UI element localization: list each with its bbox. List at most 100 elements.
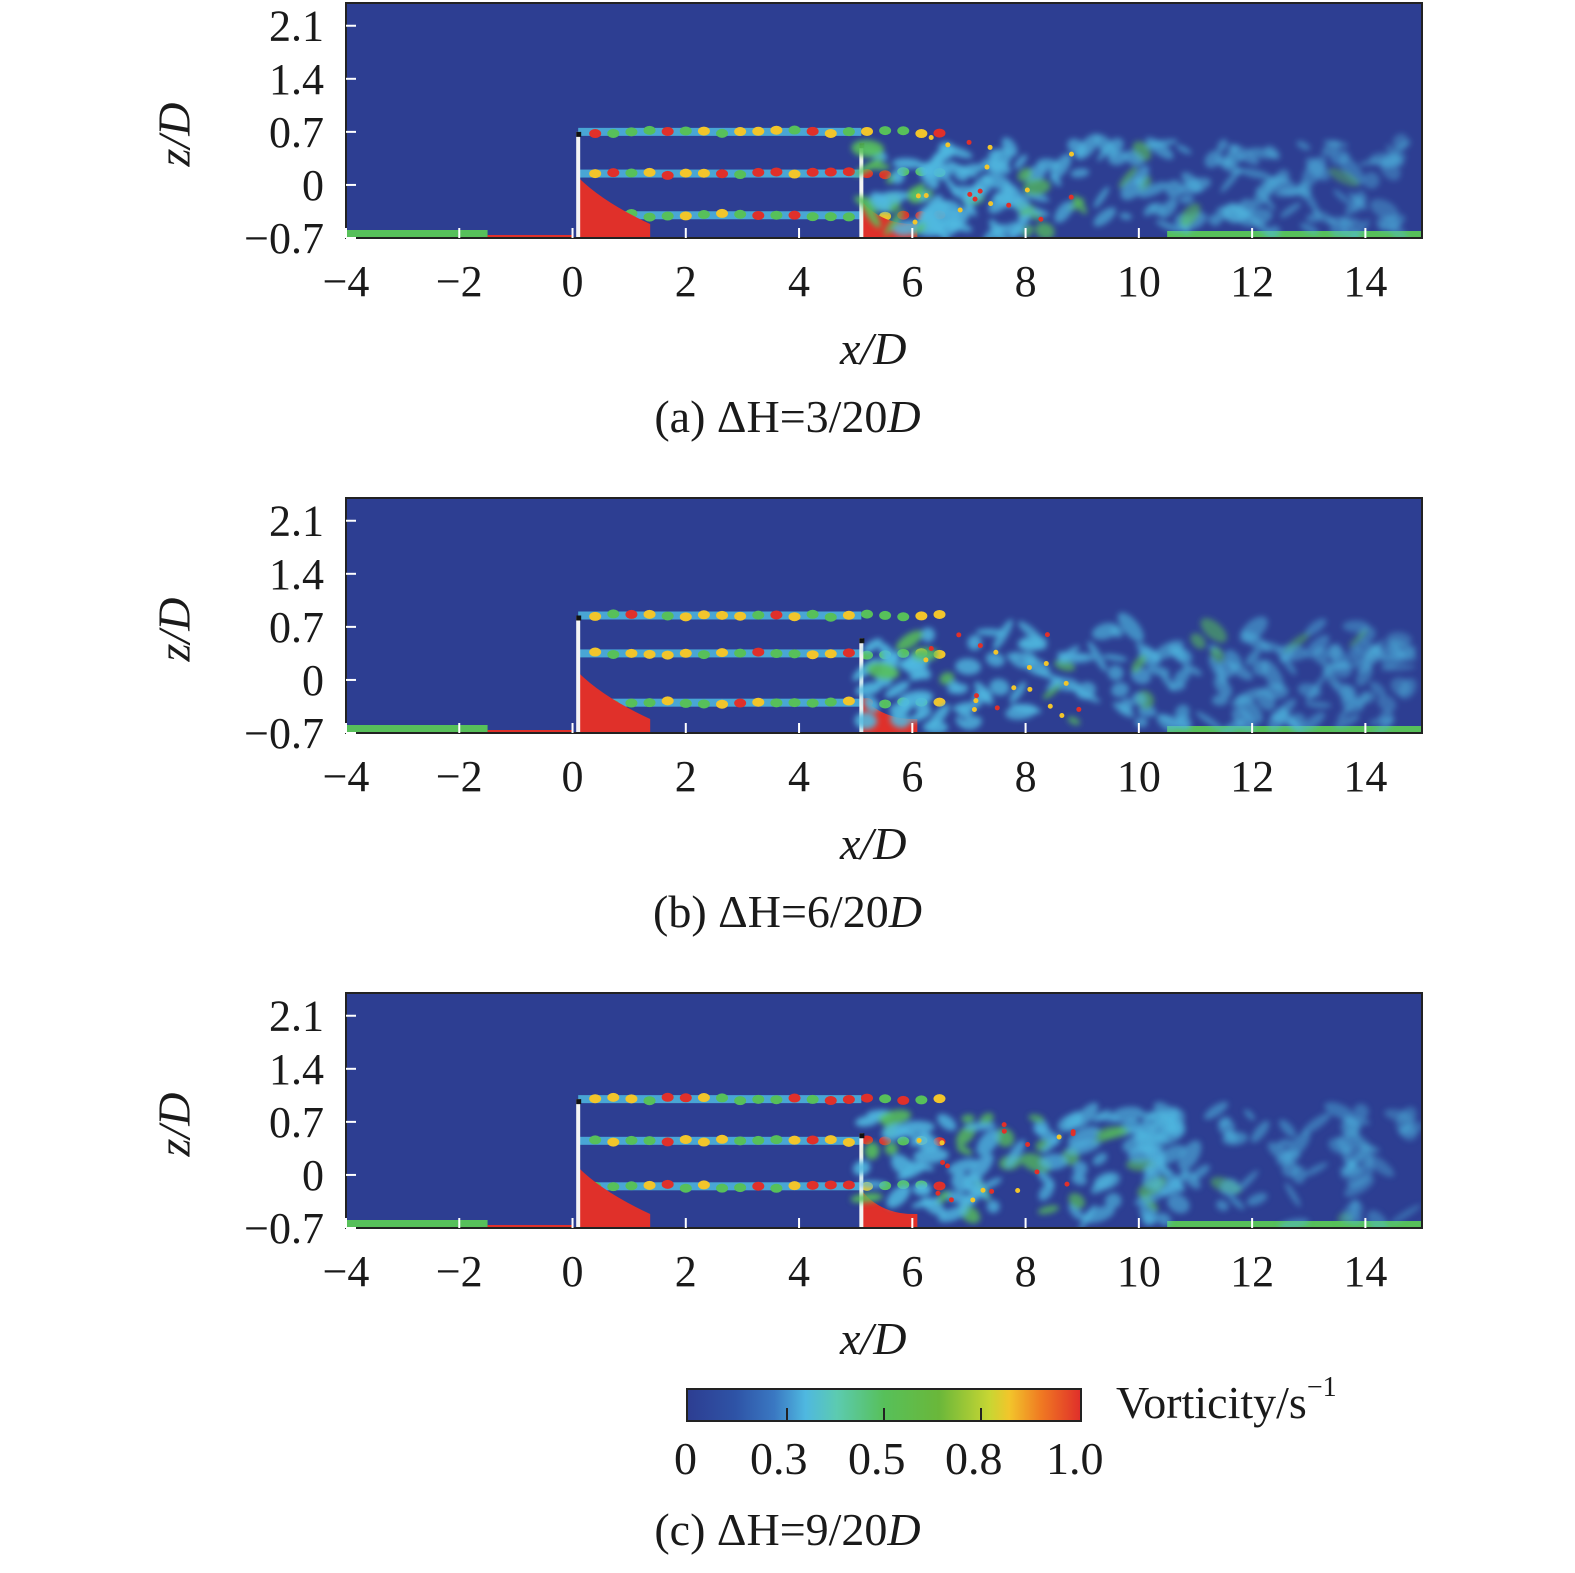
wake-eddy: [1251, 1120, 1270, 1143]
wake-eddy: [1334, 660, 1353, 679]
heatmap-b: −4 −2 0 2 4 6 8 10 12 142.11.40.70−0.7: [244, 497, 1423, 801]
wake-eddy: [1021, 651, 1038, 666]
wake-eddy: [947, 1158, 978, 1174]
wake-hotspot: [1024, 187, 1030, 193]
x-tick-label: 4: [788, 1247, 810, 1296]
wake-eddy: [1300, 222, 1319, 235]
wake-eddy: [1228, 143, 1260, 165]
wake-eddy: [1279, 650, 1295, 663]
heatmap-c: −4 −2 0 2 4 6 8 10 12 142.11.40.70−0.7: [244, 992, 1423, 1296]
wake-hotspot: [1059, 712, 1065, 718]
vortex-blob: [879, 699, 892, 709]
wake-hotspot: [939, 1140, 945, 1146]
y-tick-label: −0.7: [244, 214, 324, 263]
vortex-blob: [679, 1183, 692, 1193]
vortex-blob: [661, 170, 674, 180]
wake-eddy: [1208, 656, 1228, 685]
wake-hotspot: [966, 139, 972, 145]
wake-hotspot: [1006, 202, 1012, 208]
wake-eddy: [1097, 1114, 1121, 1122]
plot-frame: [345, 497, 1423, 734]
vortex-blob: [824, 1096, 837, 1106]
vortex-blob: [607, 609, 620, 619]
y-tick-label: 0: [302, 1151, 324, 1200]
x-tick-label: 2: [675, 257, 697, 306]
vortex-blob: [679, 1093, 692, 1103]
vortex-blob: [589, 1135, 602, 1145]
wake-hotspot: [935, 1190, 941, 1196]
wake-hotspot: [916, 1138, 922, 1144]
wake-eddy: [1328, 1137, 1352, 1155]
wake-eddy: [1246, 1192, 1268, 1206]
wake-eddy: [854, 712, 878, 730]
x-tick-label: −4: [323, 1247, 370, 1296]
y-tick-label: 1.4: [269, 55, 324, 104]
wake-hotspot: [1076, 706, 1082, 712]
wake-eddy: [1208, 214, 1222, 226]
vortex-blob: [661, 1137, 674, 1147]
x-tick-label: 14: [1343, 257, 1387, 306]
obstacle-edge: [576, 1099, 582, 1105]
wake-eddy: [1009, 681, 1027, 703]
x-tick-label: 8: [1015, 257, 1037, 306]
wake-eddy: [857, 1180, 888, 1188]
vortex-blob: [933, 609, 946, 619]
wake-eddy: [1018, 621, 1043, 642]
vortex-blob: [589, 647, 602, 657]
vortex-blob: [661, 1092, 674, 1102]
plot-frame: [345, 992, 1423, 1229]
vortex-blob: [861, 1093, 874, 1103]
x-tick-label: 2: [675, 752, 697, 801]
wake-eddy: [891, 1154, 913, 1176]
vortex-blob: [915, 1095, 928, 1105]
heatmap-a: −4 −2 0 2 4 6 8 10 12 142.11.40.70−0.7: [244, 2, 1423, 306]
wake-eddy: [1120, 176, 1145, 201]
wake-eddy: [1131, 654, 1147, 673]
wake-eddy: [1367, 1210, 1389, 1228]
wake-eddy: [1228, 1195, 1245, 1210]
wake-eddy: [989, 678, 1010, 696]
wake-eddy: [1093, 207, 1117, 227]
vortex-blob: [697, 610, 710, 620]
vortex-blob: [697, 1137, 710, 1147]
wake-eddy: [1299, 183, 1320, 214]
wake-eddy: [895, 630, 923, 652]
wake-eddy: [1333, 189, 1351, 205]
vortex-blob: [697, 209, 710, 219]
ground-layer: [487, 1225, 573, 1228]
wake-eddy: [1352, 195, 1368, 213]
obstacle: [576, 131, 581, 238]
wake-eddy: [1245, 649, 1261, 666]
vortex-blob: [625, 1181, 638, 1191]
wake-hotspot: [1043, 661, 1049, 667]
wake-eddy: [1279, 1119, 1296, 1138]
x-tick-label: 0: [562, 257, 584, 306]
wake-eddy: [1176, 144, 1192, 155]
wake-eddy: [1181, 171, 1203, 193]
vortex-blob: [625, 648, 638, 658]
wake-eddy: [1238, 168, 1272, 180]
panel-a: −4 −2 0 2 4 6 8 10 12 14 2.1 1.4 0.7 0 −0.7 z/D x/D (a…: [0, 0, 1575, 470]
wake-hotspot: [993, 649, 999, 655]
vortex-blob: [770, 610, 783, 620]
wake-eddy: [1302, 1112, 1331, 1135]
wake-eddy: [1146, 665, 1170, 676]
wake-eddy: [851, 139, 885, 158]
wake-eddy: [1204, 1101, 1229, 1120]
wake-hotspot: [1034, 1169, 1040, 1175]
recirculation-zone: [861, 1190, 918, 1228]
vortex-blob: [824, 1180, 837, 1190]
wake-eddy: [1014, 154, 1028, 169]
wake-eddy: [1068, 1192, 1086, 1209]
colorbar-title: Vorticity/s−1: [1116, 1372, 1337, 1429]
wake-eddy: [1155, 1125, 1186, 1146]
vortex-blob: [679, 648, 692, 658]
vortex-blob: [716, 610, 729, 620]
vortex-blob: [734, 648, 747, 658]
vortex-blob: [679, 168, 692, 178]
vortex-blob: [842, 648, 855, 658]
vortex-blob: [770, 210, 783, 220]
wake-eddy: [1028, 1114, 1045, 1123]
wake-eddy: [1371, 646, 1407, 661]
vortex-blob: [716, 1183, 729, 1193]
